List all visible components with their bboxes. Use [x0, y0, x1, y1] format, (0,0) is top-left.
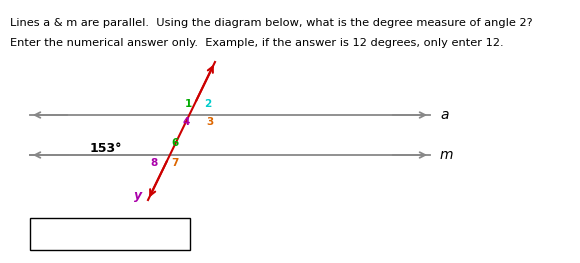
Text: 3: 3: [206, 117, 213, 127]
Text: 4: 4: [182, 117, 190, 127]
Text: 7: 7: [171, 158, 179, 168]
Text: y: y: [134, 189, 142, 201]
Text: 8: 8: [150, 158, 158, 168]
Text: 2: 2: [204, 99, 212, 109]
Bar: [30, 218, 190, 250]
Text: a: a: [440, 108, 448, 122]
Text: 6: 6: [171, 138, 179, 148]
Text: 153°: 153°: [90, 141, 122, 154]
Text: 1: 1: [184, 99, 191, 109]
Text: Enter the numerical answer only.  Example, if the answer is 12 degrees, only ent: Enter the numerical answer only. Example…: [10, 38, 503, 48]
Text: Lines a & m are parallel.  Using the diagram below, what is the degree measure o: Lines a & m are parallel. Using the diag…: [10, 18, 532, 28]
Text: m: m: [440, 148, 454, 162]
